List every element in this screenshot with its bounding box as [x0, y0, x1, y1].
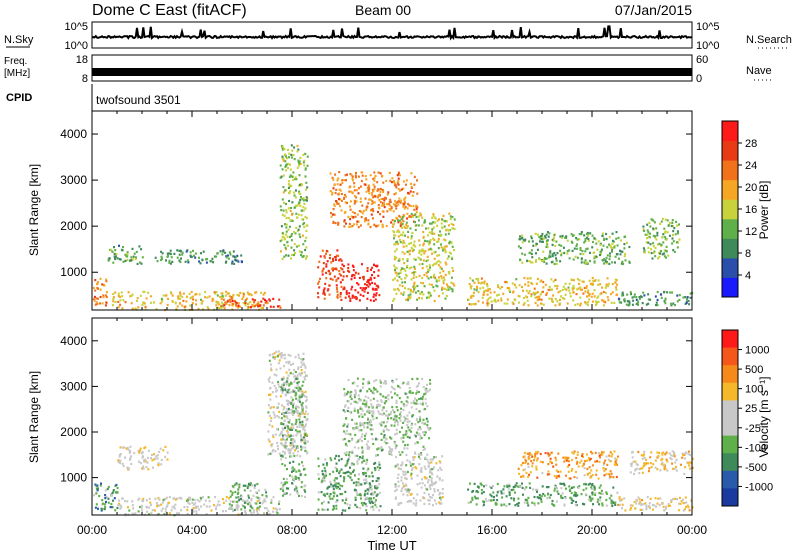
nsky-frame — [91, 21, 693, 49]
power-region — [329, 171, 419, 229]
freq-unit-label: [MHz] — [4, 68, 30, 79]
freq-label: Freq. — [4, 56, 27, 67]
power-y-tick-label: 4000 — [60, 127, 87, 141]
power-region — [392, 212, 456, 303]
power-colorbar-tick-label: 16 — [745, 204, 757, 216]
velocity-region — [517, 450, 619, 480]
velocity-colorbar-tick-label: -25 — [745, 423, 761, 435]
velocity-colorbar-tick-label: 25 — [745, 403, 757, 415]
power-colorbar-tick-label: 24 — [745, 160, 757, 172]
velocity-region — [342, 377, 432, 457]
cpid-panel: CPID twofsound 3501 — [6, 84, 181, 111]
velocity-colorbar-tick-label: 500 — [745, 364, 763, 376]
velocity-region — [279, 377, 307, 498]
power-region — [642, 217, 681, 260]
nave-label: Nave — [746, 65, 772, 77]
velocity-y-tick-label: 2000 — [60, 425, 87, 439]
velocity-y-tick-label: 4000 — [60, 334, 87, 348]
freq-tick-bottom: 8 — [82, 73, 88, 85]
velocity-y-tick-label: 1000 — [60, 471, 87, 485]
nsky-tick-top: 10^5 — [64, 21, 88, 33]
velocity-panel: 1000 2000 3000 4000 Slant Range [km] — [27, 317, 694, 517]
velocity-region — [229, 482, 268, 512]
power-region — [279, 144, 309, 260]
velocity-region — [629, 450, 694, 476]
velocity-colorbar-tick-label: 1000 — [745, 345, 769, 357]
power-panel: 1000 2000 3000 4000 Slant Range [km] — [27, 110, 694, 312]
velocity-colorbar-tick-label: -500 — [745, 462, 767, 474]
power-region — [220, 297, 282, 309]
freq-tick-top: 18 — [76, 54, 88, 66]
date-title: 07/Jan/2015 — [615, 2, 692, 18]
power-y-tick-label: 2000 — [60, 219, 87, 233]
power-data — [92, 111, 694, 312]
power-colorbar-tick-label: 20 — [745, 182, 757, 194]
cpid-label: CPID — [6, 92, 32, 104]
x-tick-label: 00:00 — [677, 523, 707, 537]
power-data-gap — [309, 111, 314, 310]
velocity-y-label: Slant Range [km] — [27, 371, 41, 463]
nsearch-tick-top: 10^5 — [696, 21, 720, 33]
power-region — [154, 249, 243, 265]
freq-series — [92, 68, 692, 76]
station-title: Dome C East (fitACF) — [92, 2, 247, 19]
x-tick-label: 20:00 — [577, 523, 607, 537]
velocity-region — [117, 445, 169, 471]
nsky-tick-bottom: 10^0 — [64, 40, 88, 52]
velocity-colorbar-tick-label: -100 — [745, 442, 767, 454]
velocity-colorbar-label: Velocity [m s⁻¹] — [757, 376, 771, 457]
power-colorbar-label: Power [dB] — [757, 181, 771, 240]
time-axis: 00:00 04:00 08:00 12:00 16:00 20:00 00:00 — [77, 111, 707, 537]
power-y-tick-label: 3000 — [60, 173, 87, 187]
power-colorbar-tick-label: 28 — [745, 138, 757, 150]
velocity-colorbar: 1000 500 100 25 -25 -100 -500 -1000 — [721, 329, 773, 507]
nsearch-label: N.Search — [746, 34, 792, 46]
nsky-series — [91, 25, 693, 41]
velocity-data — [93, 318, 694, 517]
velocity-region — [617, 496, 694, 512]
power-frame — [91, 110, 693, 311]
power-region — [317, 249, 344, 301]
power-y-tick-label: 1000 — [60, 265, 87, 279]
nsky-panel: N.Sky 10^5 10^0 10^5 10^0 N.Search — [4, 21, 792, 52]
power-y-label: Slant Range [km] — [27, 164, 41, 256]
velocity-region — [317, 454, 382, 512]
x-axis-title: Time UT — [367, 538, 416, 553]
nsearch-tick-bottom: 10^0 — [696, 40, 720, 52]
power-colorbar-tick-label: 12 — [745, 226, 757, 238]
power-region — [112, 290, 269, 312]
power-colorbar-tick-label: 8 — [745, 248, 751, 260]
power-region — [342, 263, 381, 302]
nave-tick-top: 60 — [696, 54, 708, 66]
power-region — [467, 276, 618, 307]
x-tick-label: 00:00 — [77, 523, 107, 537]
velocity-region — [93, 482, 119, 512]
velocity-data-gap — [309, 318, 314, 515]
power-colorbar: 4 8 12 16 20 24 28 — [721, 120, 757, 298]
x-tick-label: 12:00 — [377, 523, 407, 537]
velocity-region — [467, 482, 619, 508]
beam-title: Beam 00 — [355, 2, 411, 18]
velocity-colorbar-tick-label: -1000 — [745, 481, 773, 493]
nsky-label: N.Sky — [4, 34, 34, 46]
nave-tick-bottom: 0 — [696, 73, 702, 85]
power-colorbar-tick-label: 4 — [745, 270, 751, 282]
cpid-value: twofsound 3501 — [96, 93, 181, 107]
velocity-frame — [91, 317, 693, 516]
power-region — [617, 290, 694, 307]
velocity-y-tick-label: 3000 — [60, 379, 87, 393]
power-region — [517, 231, 631, 266]
x-tick-label: 16:00 — [477, 523, 507, 537]
velocity-region — [394, 455, 444, 507]
power-region — [92, 277, 108, 307]
x-tick-label: 08:00 — [277, 523, 307, 537]
velocity-colorbar-tick-label: 100 — [745, 384, 763, 396]
power-region — [107, 244, 144, 265]
freq-panel: Freq. [MHz] 18 8 60 0 Nave — [4, 54, 772, 85]
x-tick-label: 04:00 — [177, 523, 207, 537]
